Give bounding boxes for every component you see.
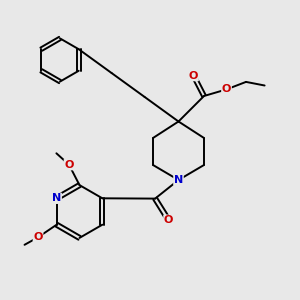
Text: O: O (189, 70, 198, 81)
Text: O: O (64, 160, 74, 170)
Text: O: O (222, 84, 231, 94)
Text: O: O (164, 215, 173, 225)
Text: O: O (33, 232, 43, 242)
Text: N: N (52, 193, 61, 203)
Text: N: N (174, 175, 183, 185)
